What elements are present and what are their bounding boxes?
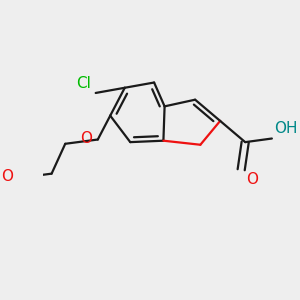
Text: O: O: [1, 169, 13, 184]
Text: Cl: Cl: [76, 76, 91, 91]
Text: O: O: [80, 131, 92, 146]
Text: O: O: [246, 172, 258, 187]
Text: OH: OH: [274, 121, 298, 136]
